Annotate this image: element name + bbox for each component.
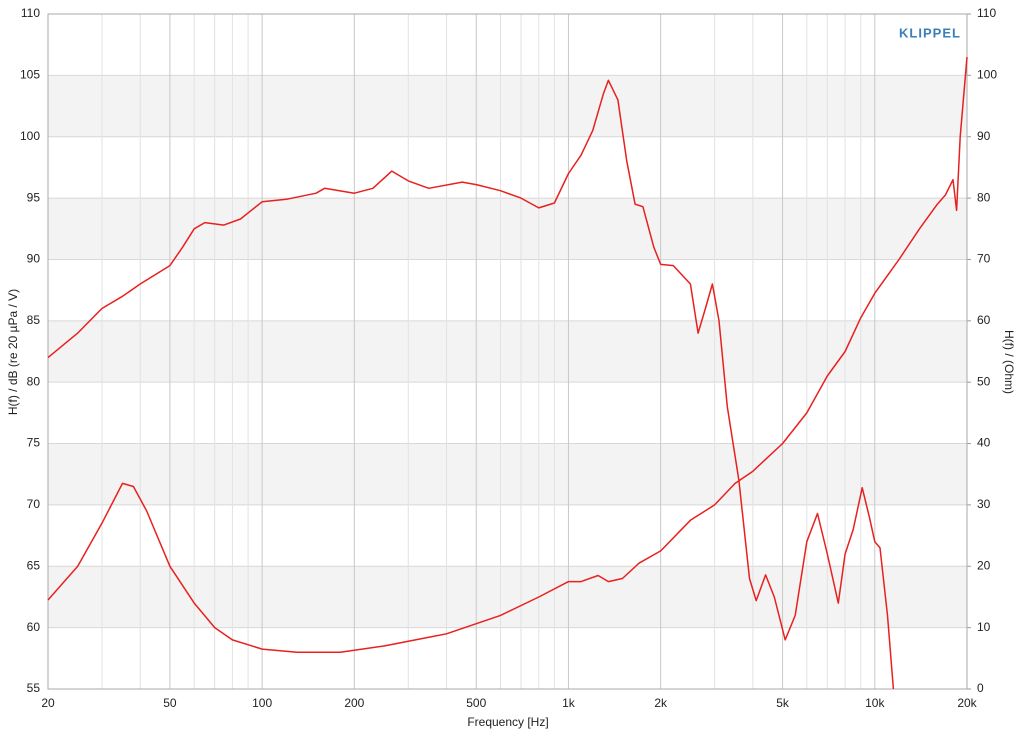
grid-band	[48, 443, 967, 505]
y2-tick-label: 50	[977, 374, 991, 388]
x-tick-label: 100	[252, 696, 272, 710]
x-tick-label: 20k	[957, 696, 977, 710]
x-tick-label: 200	[344, 696, 364, 710]
y2-tick-label: 0	[977, 681, 984, 695]
logo: KLIPPEL	[899, 25, 961, 40]
y2-tick-label: 60	[977, 313, 991, 327]
grid-band	[48, 320, 967, 383]
grid-band	[48, 75, 967, 137]
y2-tick-label: 40	[977, 436, 991, 450]
y-tick-label: 105	[20, 68, 40, 82]
y2-tick-label: 20	[977, 558, 991, 572]
y2-tick-label: 90	[977, 129, 991, 143]
x-tick-label: 2k	[654, 696, 668, 710]
y-tick-label: 60	[27, 620, 41, 634]
y2-tick-label: 30	[977, 497, 991, 511]
x-tick-label: 500	[466, 696, 486, 710]
y-tick-label: 100	[20, 129, 40, 143]
grid-band	[48, 198, 967, 260]
x-tick-label: 1k	[562, 696, 576, 710]
x-tick-label: 20	[41, 696, 55, 710]
y-tick-label: 110	[21, 6, 40, 20]
x-tick-label: 50	[163, 696, 177, 710]
y2-tick-label: 110	[977, 6, 996, 20]
y-tick-label: 65	[27, 558, 41, 572]
x-axis-label: Frequency [Hz]	[467, 715, 548, 729]
x-tick-label: 10k	[865, 696, 885, 710]
y-tick-label: 85	[27, 313, 41, 327]
series-line	[47, 56, 968, 653]
series-line	[47, 79, 895, 690]
y-tick-label: 90	[27, 252, 41, 266]
grid-band	[48, 566, 967, 628]
y2-tick-label: 70	[977, 252, 991, 266]
y2-axis-label: H(f) / (Ohm)	[1002, 330, 1016, 394]
y2-tick-label: 80	[977, 190, 991, 204]
y-tick-label: 95	[27, 190, 41, 204]
y2-tick-label: 100	[977, 68, 997, 82]
y-axis-label: H(f) / dB (re 20 µPa / V)	[6, 289, 20, 415]
plot-frame	[47, 13, 968, 690]
y2-tick-label: 10	[977, 620, 991, 634]
x-tick-label: 5k	[776, 696, 790, 710]
y-tick-label: 70	[27, 497, 41, 511]
y-tick-label: 55	[27, 681, 41, 695]
y-tick-label: 75	[27, 436, 41, 450]
y-tick-label: 80	[27, 374, 41, 388]
